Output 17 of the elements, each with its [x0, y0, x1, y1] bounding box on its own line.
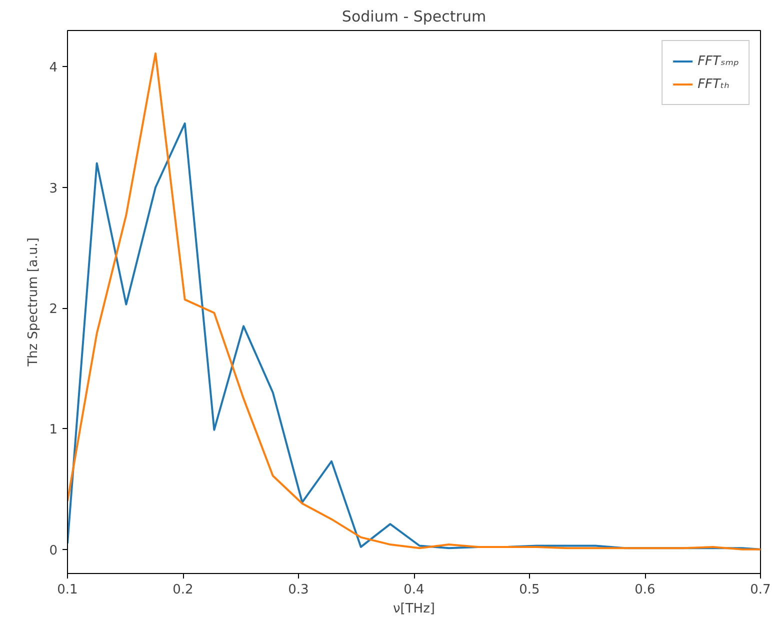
y-axis-title: Thz Spectrum [a.u.]	[26, 238, 42, 368]
x-axis-title: ν[THz]	[393, 602, 435, 616]
x-tick-label: 0.2	[172, 582, 194, 598]
y-tick-label: 1	[49, 422, 58, 438]
legend-label: FFTₛₘₚ	[698, 54, 739, 68]
legend-label: FFTₜₕ	[698, 76, 730, 92]
x-tick-label: 0.6	[634, 582, 656, 598]
x-tick-label: 0.5	[519, 582, 540, 598]
y-tick-label: 0	[49, 543, 58, 558]
y-tick-label: 2	[49, 302, 58, 318]
x-tick-label: 0.1	[57, 582, 78, 598]
y-tick-label: 3	[49, 181, 58, 196]
chart-title: Sodium - Spectrum	[342, 8, 486, 26]
x-tick-label: 0.4	[404, 582, 424, 598]
x-tick-label: 0.3	[288, 582, 309, 598]
x-tick-label: 0.7	[750, 582, 771, 598]
y-tick-label: 4	[49, 60, 58, 76]
